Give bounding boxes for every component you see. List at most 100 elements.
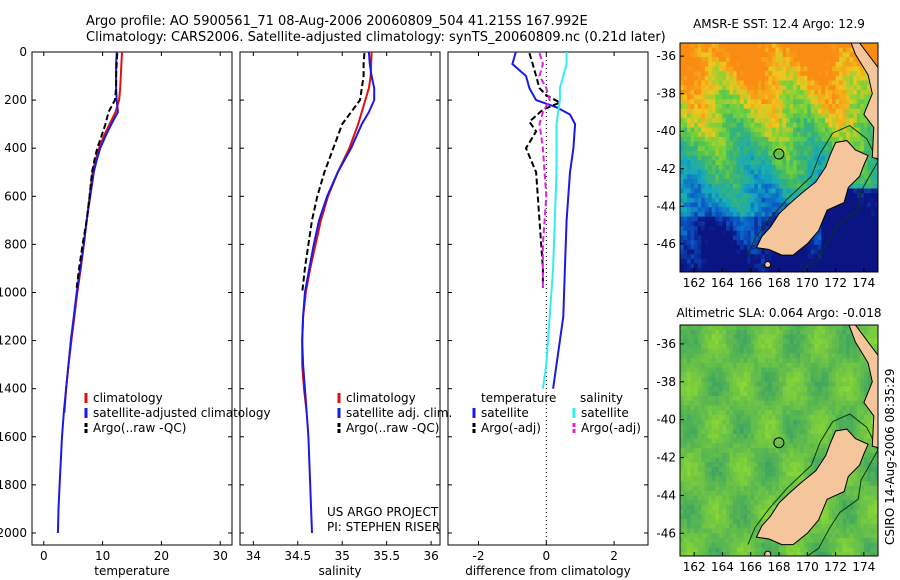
map-cell <box>733 174 738 180</box>
map-cell <box>768 358 773 364</box>
map-cell <box>821 424 826 430</box>
map-cell <box>680 179 685 185</box>
map-cell <box>701 396 706 402</box>
map-cell <box>764 61 769 68</box>
map-cell <box>718 528 723 534</box>
map-cell <box>694 207 699 213</box>
map-cell <box>754 419 759 425</box>
map-cell <box>789 542 794 548</box>
map-cell <box>842 226 847 232</box>
map-cell <box>740 396 745 402</box>
map-cell <box>736 104 741 110</box>
map-cell <box>793 146 798 152</box>
map-cell <box>701 367 706 373</box>
map-cell <box>736 71 741 77</box>
map-cell <box>690 433 695 440</box>
map-cell <box>779 396 784 402</box>
map-cell <box>726 433 731 440</box>
map-cell <box>722 433 727 440</box>
map-cell <box>711 52 716 58</box>
map-cell <box>800 414 805 421</box>
map-cell <box>803 258 808 265</box>
map-cell <box>683 85 688 91</box>
map-cell <box>697 258 702 265</box>
map-cell <box>701 504 706 511</box>
map-cell <box>768 372 773 378</box>
map-cell <box>715 358 720 364</box>
map-cell <box>680 61 685 68</box>
map-cell <box>711 419 716 425</box>
map-cell <box>842 202 847 208</box>
map-cell <box>743 348 748 354</box>
map-cell <box>832 80 837 86</box>
map-cell <box>740 99 745 105</box>
map-cell <box>690 132 695 138</box>
map-cell <box>789 108 794 114</box>
map-cell <box>867 136 872 143</box>
map-cell <box>810 254 815 260</box>
map-cell <box>736 155 741 161</box>
map-cell <box>701 353 706 359</box>
map-cell <box>803 410 808 416</box>
map-cell <box>846 108 851 114</box>
map-cell <box>690 235 695 241</box>
map-cell <box>743 542 748 548</box>
map-cell <box>796 419 801 425</box>
map-cell <box>814 240 819 246</box>
map-cell <box>817 104 822 110</box>
map-cell <box>807 108 812 114</box>
map-cell <box>722 353 727 359</box>
map-cell <box>718 457 723 463</box>
map-cell <box>740 169 745 175</box>
map-cell <box>810 47 815 53</box>
map-cell <box>821 230 826 236</box>
map-cell <box>782 396 787 402</box>
map-cell <box>708 47 713 53</box>
map-cell <box>701 424 706 430</box>
map-cell <box>747 490 752 496</box>
map-cell <box>750 61 755 68</box>
map-cell <box>807 391 812 397</box>
map-cell <box>690 339 695 345</box>
map-cell <box>796 334 801 340</box>
map-cell <box>743 523 748 530</box>
map-cell <box>786 448 791 454</box>
map-cell <box>722 443 727 449</box>
map-cell <box>782 438 787 444</box>
map-cell <box>817 47 822 53</box>
map-cell <box>764 174 769 180</box>
map-cell <box>743 419 748 425</box>
map-cell <box>740 127 745 133</box>
map-cell <box>683 75 688 82</box>
map-cell <box>704 258 709 265</box>
axes-frame <box>447 51 649 546</box>
map-cell <box>775 197 780 204</box>
map-cell <box>704 362 709 369</box>
map-cell <box>786 386 791 392</box>
map-cell <box>708 495 713 501</box>
map-cell <box>736 47 741 53</box>
map-cell <box>680 240 685 246</box>
map-cell <box>697 400 702 406</box>
map-cell <box>796 372 801 378</box>
map-cell <box>743 485 748 492</box>
map-cell <box>796 66 801 72</box>
map-cell <box>764 329 769 335</box>
map-cell <box>817 155 822 161</box>
map-cell <box>786 348 791 354</box>
map-cell <box>803 94 808 100</box>
map-cell <box>817 377 822 383</box>
map-cell <box>768 221 773 227</box>
map-cell <box>782 377 787 383</box>
map-cell <box>690 155 695 161</box>
map-cell <box>764 538 769 544</box>
map-cell <box>690 268 695 272</box>
map-cell <box>708 509 713 515</box>
x-tick-label: 166 <box>739 276 762 290</box>
map-cell <box>807 396 812 402</box>
map-cell <box>782 155 787 161</box>
map-cell <box>779 75 784 82</box>
map-cell <box>704 99 709 105</box>
map-cell <box>807 448 812 454</box>
map-cell <box>718 358 723 364</box>
